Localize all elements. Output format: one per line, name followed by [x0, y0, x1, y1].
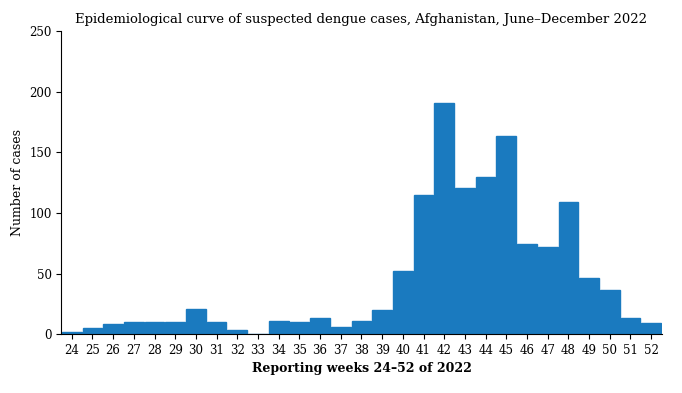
Bar: [62, 332, 82, 334]
Bar: [186, 309, 206, 334]
Bar: [476, 177, 495, 334]
Bar: [207, 322, 226, 334]
Bar: [641, 323, 661, 334]
Bar: [145, 322, 164, 334]
Bar: [455, 187, 475, 334]
Bar: [269, 321, 288, 334]
Bar: [165, 322, 185, 334]
Bar: [538, 247, 558, 334]
X-axis label: Reporting weeks 24–52 of 2022: Reporting weeks 24–52 of 2022: [252, 362, 471, 375]
Bar: [124, 322, 144, 334]
Bar: [600, 290, 620, 334]
Bar: [393, 271, 413, 334]
Title: Epidemiological curve of suspected dengue cases, Afghanistan, June–December 2022: Epidemiological curve of suspected dengu…: [76, 13, 647, 26]
Bar: [621, 318, 640, 334]
Bar: [352, 321, 371, 334]
Bar: [331, 327, 351, 334]
Bar: [83, 328, 102, 334]
Y-axis label: Number of cases: Number of cases: [11, 129, 24, 236]
Bar: [434, 103, 454, 334]
Bar: [559, 202, 578, 334]
Bar: [103, 324, 123, 334]
Bar: [310, 318, 330, 334]
Bar: [496, 136, 516, 334]
Bar: [290, 322, 309, 334]
Bar: [228, 331, 247, 334]
Bar: [414, 195, 433, 334]
Bar: [517, 244, 537, 334]
Bar: [579, 278, 599, 334]
Bar: [372, 310, 392, 334]
